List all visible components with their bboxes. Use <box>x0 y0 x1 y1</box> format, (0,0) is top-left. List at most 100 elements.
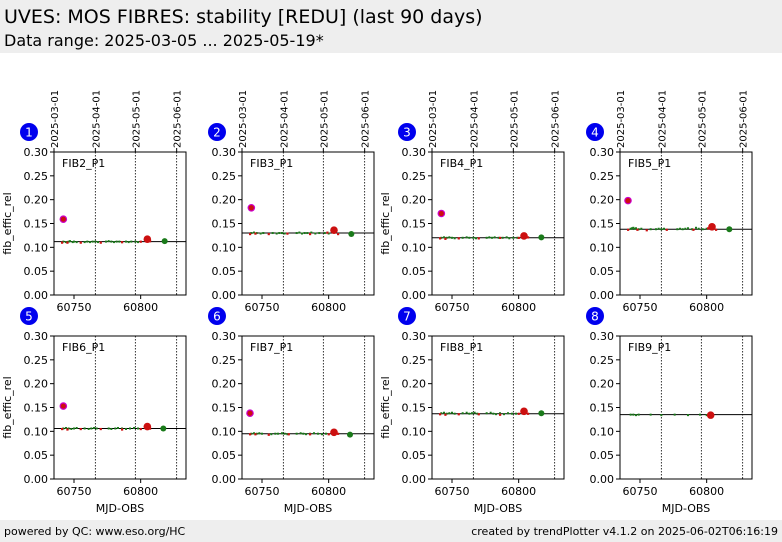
date-tick-label: 2025-05-01 <box>319 90 330 148</box>
outlier-marker <box>330 428 338 437</box>
data-point <box>93 426 95 429</box>
data-point <box>515 412 517 415</box>
page-title: UVES: MOS FIBRES: stability [REDU] (last… <box>4 6 483 28</box>
outlier-point <box>61 427 64 431</box>
outlier-point <box>337 432 340 435</box>
y-tick-label: 0.00 <box>212 289 237 302</box>
outlier-point <box>249 433 252 436</box>
data-point <box>440 236 443 239</box>
data-point <box>635 414 637 417</box>
x-tick-label: 60800 <box>311 485 346 498</box>
panel-number-marker <box>398 123 416 141</box>
data-point <box>637 228 640 231</box>
panel-number: 2 <box>213 126 221 140</box>
recent-point <box>161 238 168 245</box>
data-point <box>94 240 97 243</box>
y-tick-label: 0.20 <box>212 378 237 391</box>
outlier-point <box>477 237 480 240</box>
date-tick-label: 2025-03-01 <box>50 90 61 148</box>
outlier-point <box>287 433 290 436</box>
data-point <box>262 232 265 235</box>
highlight-point <box>437 209 446 218</box>
data-point <box>327 232 330 235</box>
outlier-point <box>249 232 252 236</box>
highlight-point <box>59 215 68 224</box>
outlier-point <box>254 232 257 235</box>
y-tick-label: 0.30 <box>212 330 237 343</box>
data-point <box>629 227 632 230</box>
data-point <box>660 228 663 231</box>
data-point <box>303 232 306 235</box>
y-tick-label: 0.30 <box>590 330 615 343</box>
date-tick-label: 2025-04-01 <box>469 90 480 148</box>
data-point <box>451 411 453 414</box>
data-point <box>489 411 492 414</box>
x-tick-label: 60800 <box>311 301 346 314</box>
date-tick-label: 2025-04-01 <box>657 90 668 148</box>
panel-label: FIB5_P1 <box>628 157 671 170</box>
data-point <box>465 411 468 414</box>
outlier-point <box>439 237 442 240</box>
data-point <box>453 237 456 240</box>
panel-1: 2025-03-01 2025-04-01 2025-05-01 2025-06-01… <box>1 90 187 314</box>
y-axis-label: fib_effic_rel <box>379 376 392 438</box>
data-point <box>697 227 700 230</box>
outlier-marker <box>143 235 152 244</box>
data-point <box>501 236 504 239</box>
x-tick-label: 60800 <box>689 301 724 314</box>
panel-label: FIB2_P1 <box>62 157 105 170</box>
data-point <box>299 432 302 435</box>
y-tick-label: 0.10 <box>590 241 615 254</box>
data-point <box>695 226 697 229</box>
y-tick-label: 0.20 <box>590 194 615 207</box>
data-point <box>468 412 471 415</box>
panel-number: 7 <box>403 310 411 324</box>
outlier-point <box>707 227 710 230</box>
data-point <box>495 413 497 416</box>
y-tick-label: 0.25 <box>212 354 237 367</box>
data-point <box>90 427 93 430</box>
data-point <box>663 227 665 230</box>
data-point <box>443 411 445 414</box>
outlier-point <box>309 433 312 436</box>
panel-number: 5 <box>25 310 33 324</box>
data-point <box>129 427 131 430</box>
y-tick-label: 0.20 <box>402 378 427 391</box>
x-tick-label: 60800 <box>689 485 724 498</box>
data-point <box>445 412 448 415</box>
outlier-point <box>327 433 330 436</box>
axes-frame <box>619 151 753 296</box>
footer-credit: powered by QC: www.eso.org/HC <box>4 525 186 538</box>
data-point <box>476 412 479 415</box>
data-point <box>118 240 121 243</box>
data-point <box>512 236 515 239</box>
data-point <box>67 427 70 430</box>
x-axis-label: MJD-OBS <box>474 502 522 515</box>
axes-frame <box>53 151 187 296</box>
data-point <box>516 236 519 239</box>
data-point <box>271 232 274 235</box>
outlier-point <box>66 428 69 431</box>
y-tick-label: 0.00 <box>212 473 237 486</box>
data-point <box>632 413 635 416</box>
data-point <box>511 412 513 415</box>
data-point <box>298 231 301 234</box>
y-tick-label: 0.10 <box>24 425 49 438</box>
y-tick-label: 0.30 <box>590 146 615 159</box>
data-point <box>492 412 495 415</box>
data-point <box>440 412 443 415</box>
data-point <box>635 227 637 230</box>
data-point <box>73 240 75 243</box>
data-point <box>448 236 451 239</box>
y-tick-label: 0.25 <box>24 354 49 367</box>
date-tick-label: 2025-03-01 <box>238 90 249 148</box>
y-tick-label: 0.15 <box>590 218 615 231</box>
data-point <box>89 241 91 244</box>
panel-number-marker <box>20 123 38 141</box>
panel-4: 2025-03-01 2025-04-01 2025-05-01 2025-06-01… <box>586 90 753 314</box>
x-tick-label: 60800 <box>501 485 536 498</box>
y-tick-label: 0.05 <box>24 265 49 278</box>
outlier-point <box>457 413 460 416</box>
data-point <box>114 427 117 430</box>
data-point <box>281 432 283 435</box>
